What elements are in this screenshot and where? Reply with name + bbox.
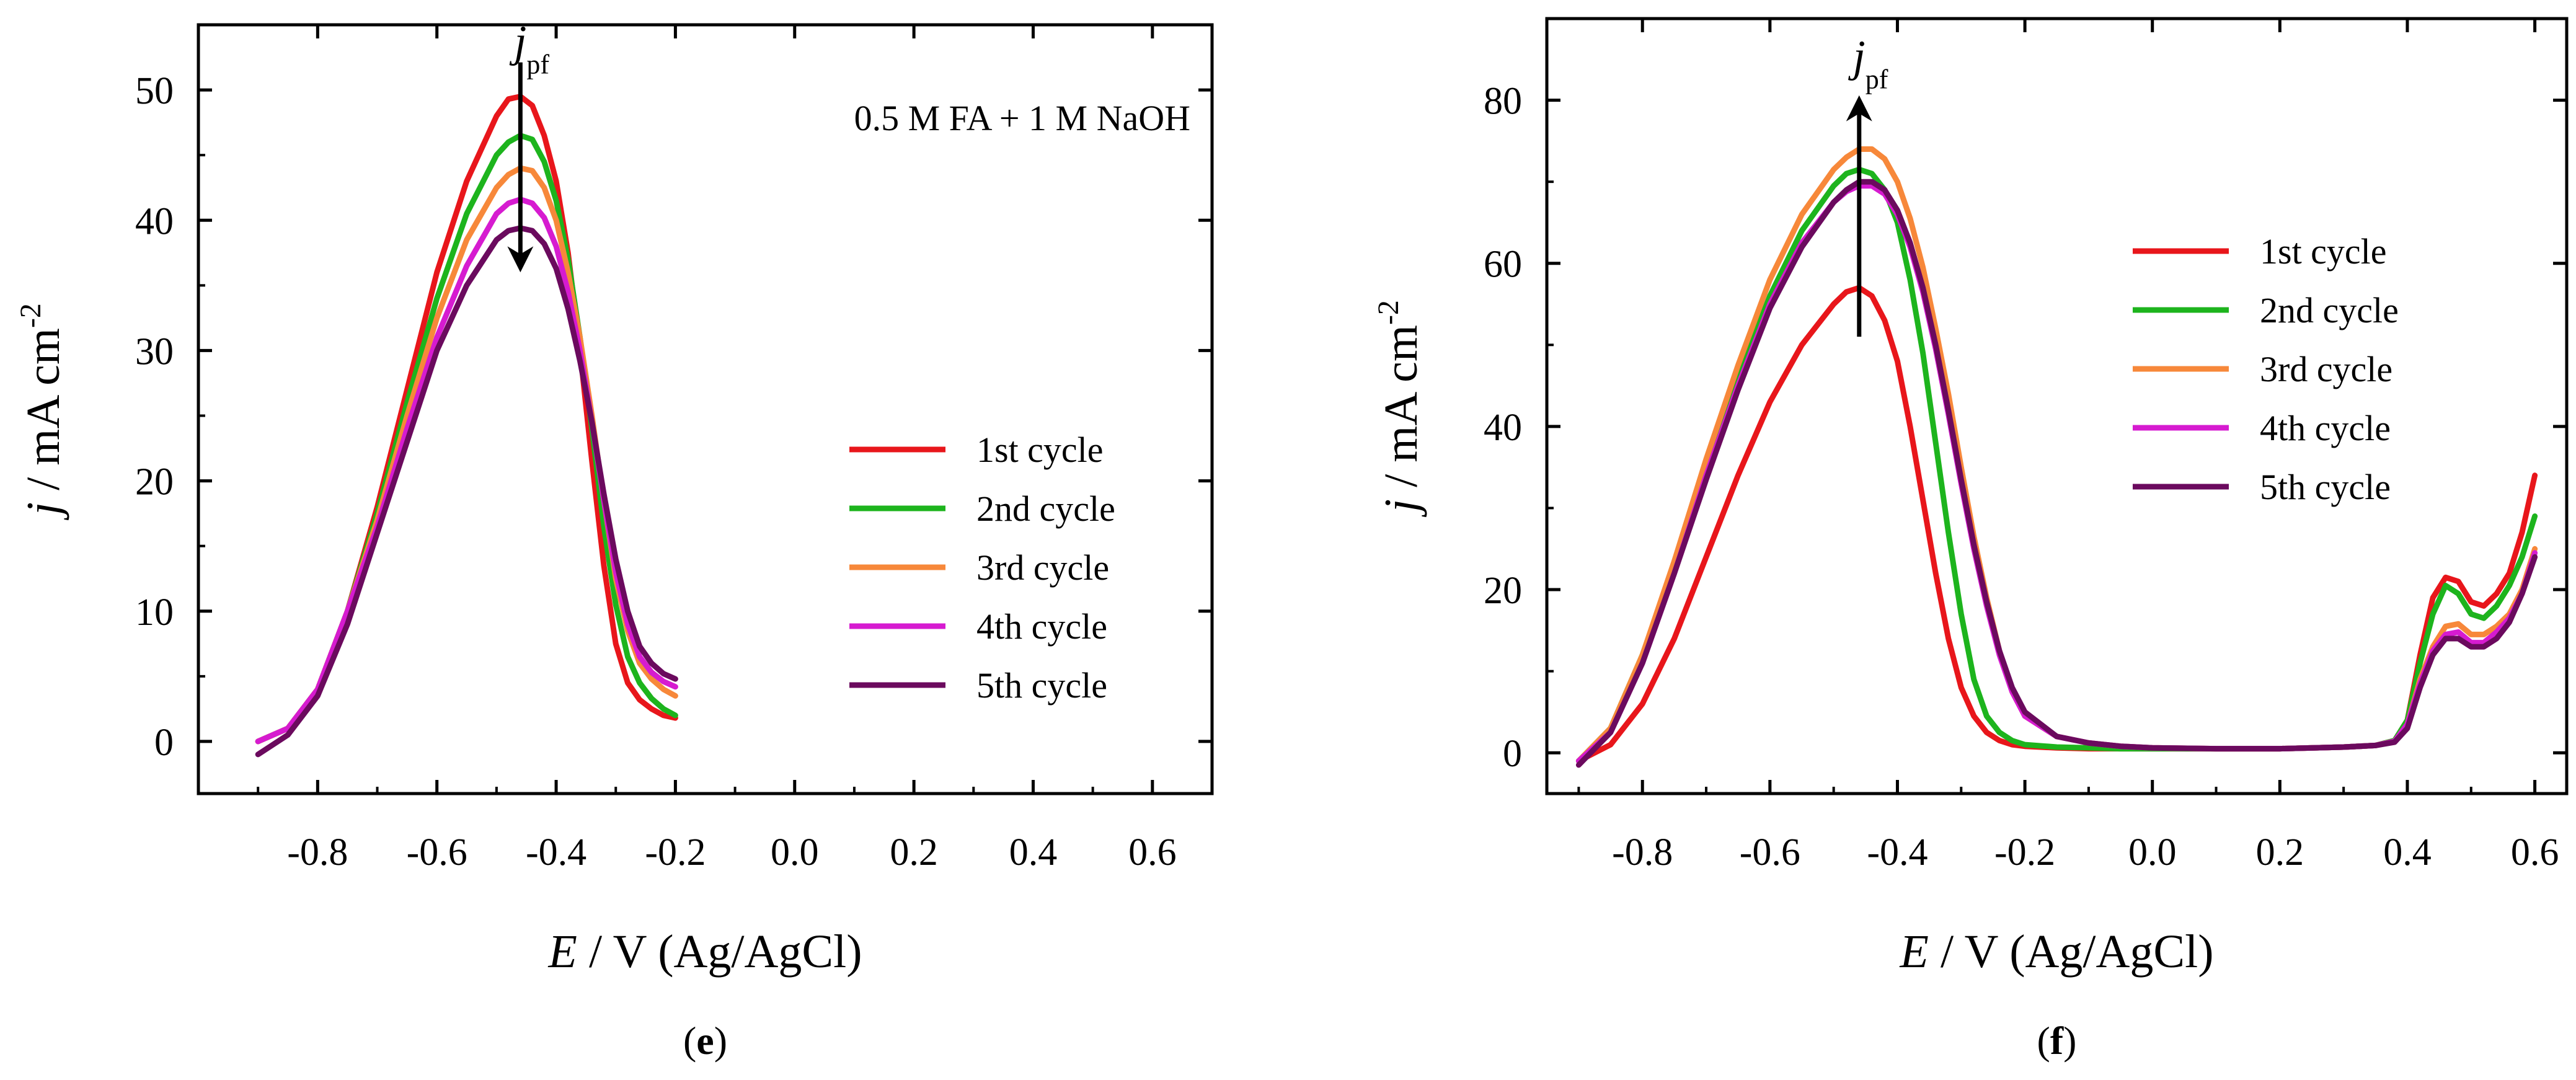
x-tick-label: 0.6 <box>2511 831 2559 874</box>
legend-label-2: 2nd cycle <box>976 489 1115 529</box>
arrow-label: jpf <box>1848 32 1888 95</box>
legend-label-3: 3rd cycle <box>976 547 1109 588</box>
legend-label-1: 1st cycle <box>2260 231 2387 272</box>
y-tick-label: 0 <box>154 722 174 764</box>
x-tick-label: -0.8 <box>287 831 348 874</box>
arrow-label-subscript: pf <box>1866 64 1888 95</box>
legend-label-5: 5th cycle <box>976 665 1107 706</box>
x-tick-label: -0.4 <box>1867 831 1928 874</box>
x-axis-label-italic: E <box>1900 926 1929 978</box>
x-tick-label: -0.8 <box>1612 831 1673 874</box>
x-tick-label: 0.4 <box>2383 831 2432 874</box>
x-tick-label: 0.2 <box>2256 831 2304 874</box>
y-axis-label-superscript: -2 <box>1372 300 1405 325</box>
legend-label-5: 5th cycle <box>2260 467 2391 507</box>
panel-label-open: ( <box>2037 1019 2050 1063</box>
legend-label-2: 2nd cycle <box>2260 290 2399 330</box>
panel-label-letter: e <box>696 1019 714 1063</box>
y-axis-label-text: / mA cm <box>17 328 69 502</box>
legend-label-4: 4th cycle <box>2260 408 2391 448</box>
x-axis-label-italic: E <box>548 926 577 978</box>
x-axis-label: E / V (Ag/AgCl) <box>1900 926 2214 978</box>
chart-panel-f: -0.8 -0.6 -0.4 -0.2 0.0 0.2 0.4 0.6 0 20 40 60 80 j /… <box>1372 17 2569 1063</box>
x-tick-label: -0.4 <box>526 831 586 874</box>
x-tick-label: 0.6 <box>1128 831 1177 874</box>
arrow-label-subscript: pf <box>526 50 549 80</box>
y-tick-label: 20 <box>135 461 174 503</box>
chart-panel-e: -0.8 -0.6 -0.4 -0.2 0.0 0.2 0.4 0.6 0 10 20 30 40 50 j… <box>14 17 1214 1063</box>
y-tick-label: 80 <box>1484 81 1522 123</box>
x-tick-label: 0.4 <box>1009 831 1058 874</box>
x-tick-label: 0.0 <box>771 831 819 874</box>
x-axis-label-text: / V (Ag/AgCl) <box>577 926 862 978</box>
y-tick-label: 20 <box>1484 570 1522 612</box>
y-tick-label: 30 <box>135 330 174 373</box>
y-tick-label: 60 <box>1484 244 1522 286</box>
plot-frame <box>1545 17 2569 795</box>
annotation-text: 0.5 M FA + 1 M NaOH <box>854 98 1190 138</box>
y-axis-label: j / mA cm-2 <box>14 303 69 521</box>
panel-label-letter: f <box>2050 1019 2064 1063</box>
legend-label-4: 4th cycle <box>976 606 1107 647</box>
y-axis-label-superscript: -2 <box>14 303 47 328</box>
y-axis-label: j / mA cm-2 <box>1372 300 1427 518</box>
panel-label-close: ) <box>2063 1019 2076 1063</box>
y-tick-label: 0 <box>1503 733 1522 775</box>
x-tick-label: -0.6 <box>1740 831 1800 874</box>
y-tick-label: 40 <box>1484 407 1522 449</box>
series-line-5 <box>1575 179 2538 768</box>
x-tick-label: -0.2 <box>645 831 706 874</box>
x-axis-label: E / V (Ag/AgCl) <box>548 926 862 978</box>
series-line-1 <box>1575 285 2538 764</box>
panel-label-close: ) <box>714 1019 727 1063</box>
plot-frame <box>197 23 1214 795</box>
legend-label-3: 3rd cycle <box>2260 349 2392 389</box>
x-tick-label: -0.2 <box>1994 831 2055 874</box>
panel-label-open: ( <box>683 1019 696 1063</box>
x-tick-label: 0.0 <box>2128 831 2177 874</box>
x-tick-label: -0.6 <box>407 831 467 874</box>
series-line-2 <box>1575 166 2538 764</box>
series-line-5 <box>255 225 678 758</box>
panel-label: (e) <box>683 1019 727 1063</box>
x-axis-label-text: / V (Ag/AgCl) <box>1929 926 2214 978</box>
legend-label-1: 1st cycle <box>976 430 1104 470</box>
y-tick-label: 10 <box>135 591 174 634</box>
y-tick-label: 40 <box>135 200 174 242</box>
x-tick-label: 0.2 <box>890 831 938 874</box>
y-tick-label: 50 <box>135 70 174 112</box>
y-axis-label-text: / mA cm <box>1375 325 1427 499</box>
panel-label: (f) <box>2037 1019 2077 1063</box>
